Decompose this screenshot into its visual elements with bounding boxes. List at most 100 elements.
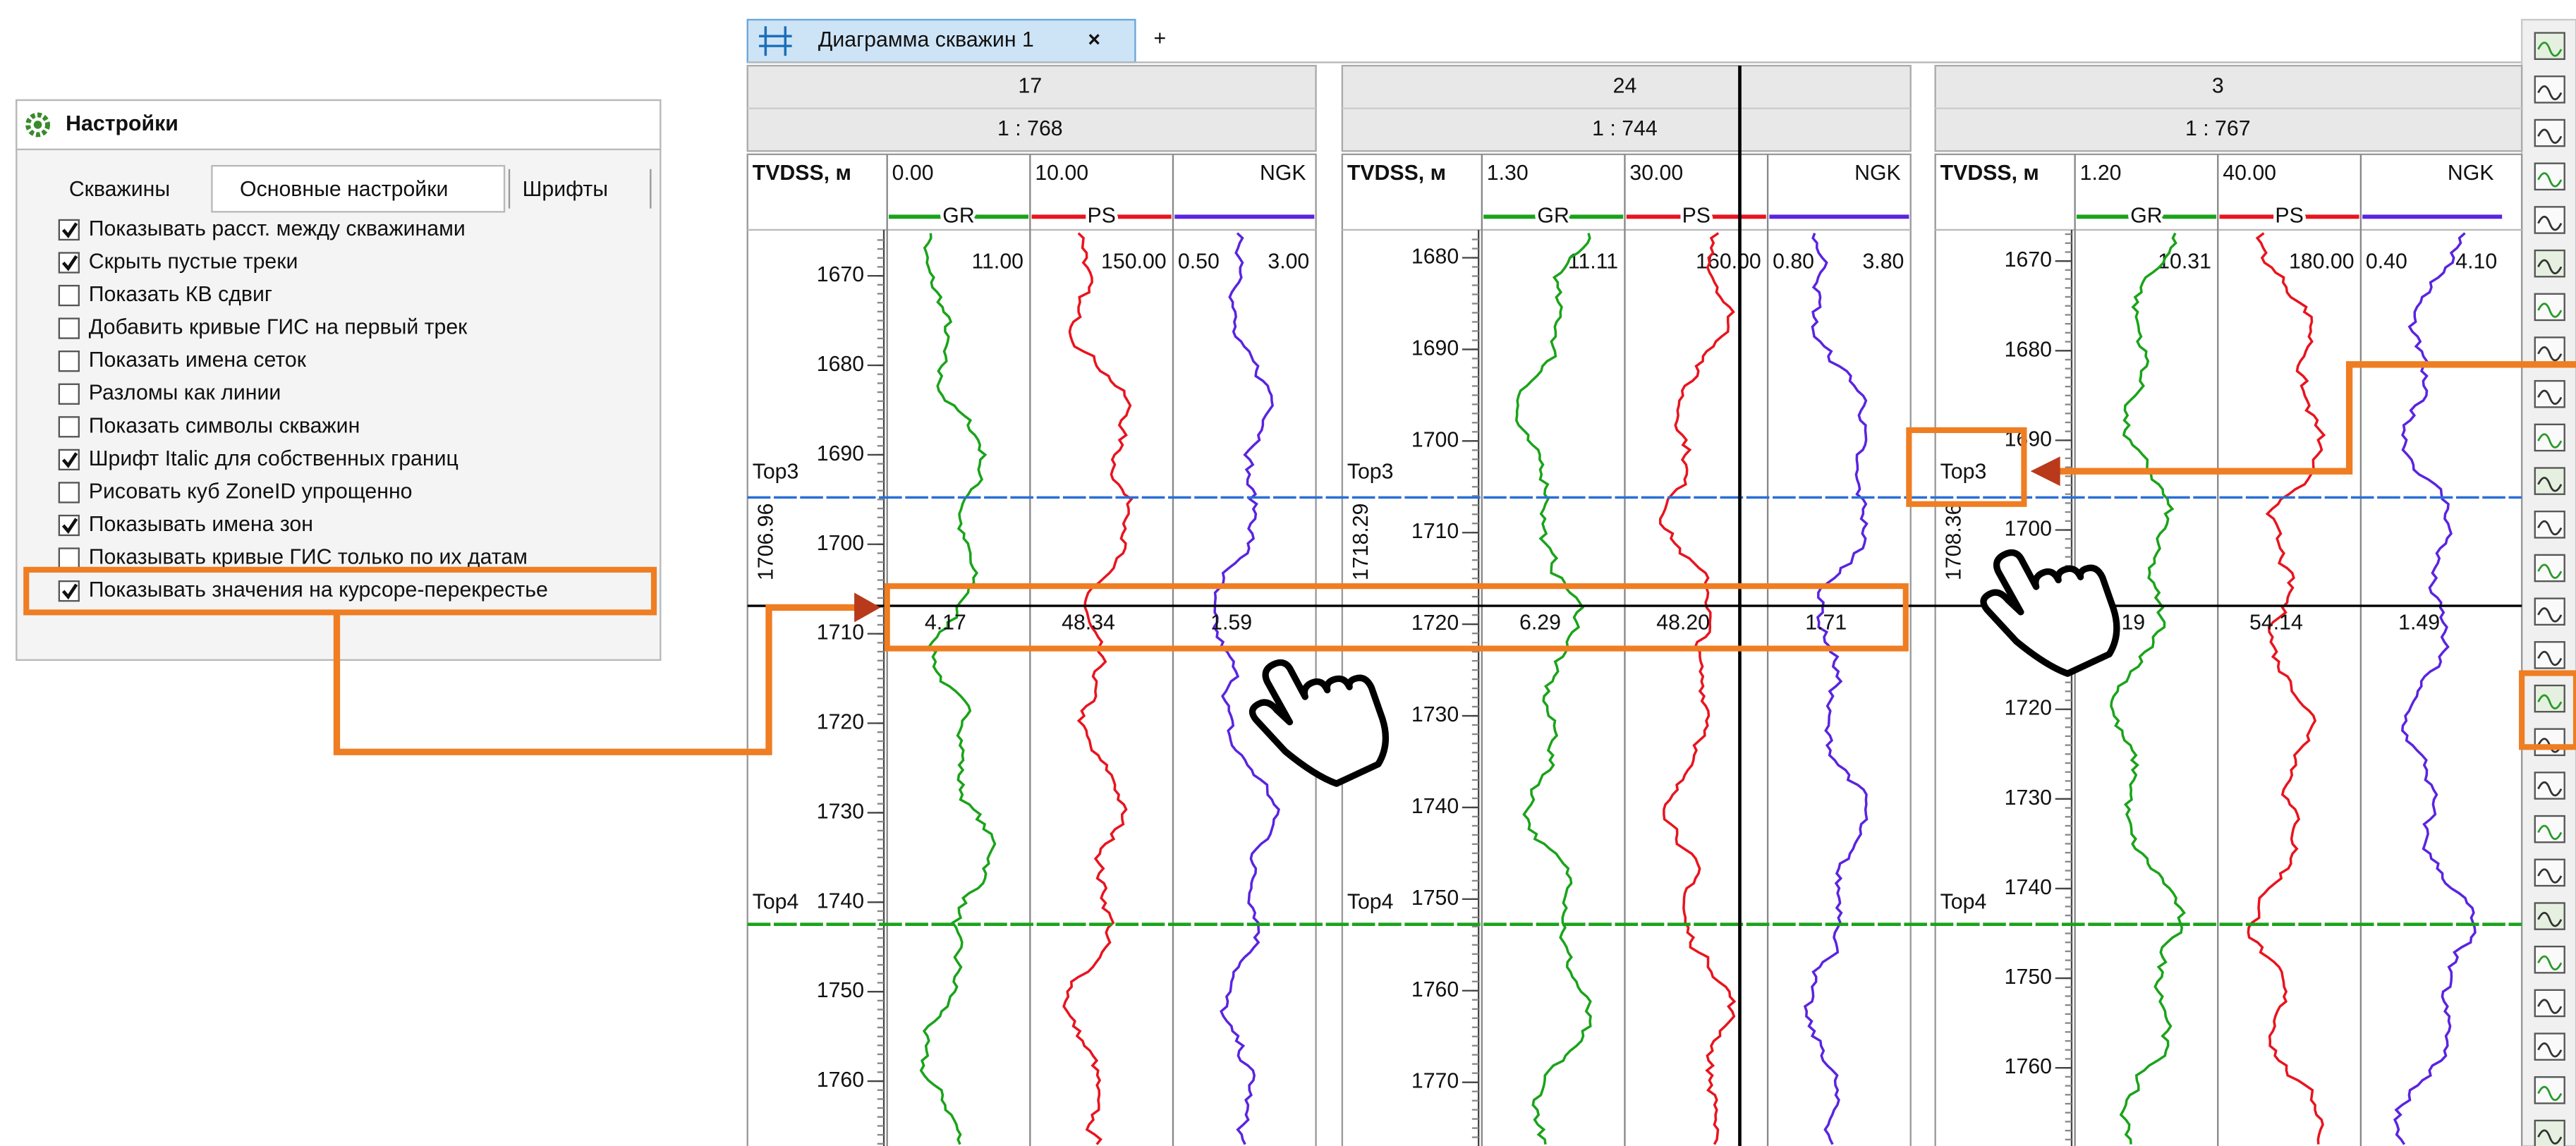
top4-label: Top4 [1347, 890, 1394, 913]
top3-label: Top3 [753, 460, 799, 483]
depth-header: TVDSS, м [1347, 161, 1446, 185]
depth-label: 1690 [1411, 336, 1459, 360]
depth-label: 1680 [2005, 338, 2052, 361]
option-label[interactable]: Показать КВ сдвиг [89, 283, 272, 306]
tab-title[interactable]: Диаграмма скважин 1 [818, 28, 1034, 51]
depth-label: 1750 [817, 979, 864, 1002]
settings-tab[interactable]: Основные настройки [240, 178, 448, 201]
side-depth-label: 1706.96 [755, 504, 778, 580]
curve-name: PS [2275, 204, 2303, 227]
tab-add[interactable]: + [1153, 27, 1166, 50]
checkbox[interactable] [59, 319, 79, 339]
tab-close[interactable]: × [1088, 28, 1100, 51]
option-label[interactable]: Показывать расст. между скважинами [89, 217, 466, 240]
curve-name: NGK [1260, 161, 1306, 185]
option-label[interactable]: Рисовать куб ZoneID упрощенно [89, 480, 413, 503]
depth-label: 1690 [817, 442, 864, 465]
top4-label: Top4 [1940, 890, 1987, 913]
depth-label: 1720 [2005, 697, 2052, 720]
depth-label: 1720 [817, 711, 864, 734]
option-label[interactable]: Шрифт Italic для собственных границ [89, 447, 458, 470]
curve-name: PS [1682, 204, 1711, 227]
well-scale: 1 : 768 [997, 117, 1063, 140]
curve-max: 150.00 [1101, 250, 1167, 273]
option-label[interactable]: Показывать значения на курсоре-перекрест… [89, 578, 548, 602]
curve-name: NGK [2448, 161, 2494, 185]
curve-min: 0.50 [1178, 250, 1220, 273]
curve-min: 1.30 [1487, 161, 1529, 185]
page: Настройки Диаграмма скважин 1 × + Скважи… [0, 0, 2576, 1146]
cursor-value: 1.49 [2398, 611, 2440, 635]
top3-label: Top3 [1940, 460, 1987, 483]
depth-label: 1680 [817, 353, 864, 376]
cursor-value: 1.71 [1805, 611, 1847, 635]
screenshot: Настройки Диаграмма скважин 1 × + Скважи… [0, 0, 2576, 1146]
curve-max: 3.00 [1268, 250, 1309, 273]
settings-tab[interactable]: Шрифты [523, 178, 608, 201]
side-depth-label: 1708.36 [1943, 504, 1966, 580]
well-name: 3 [2212, 74, 2224, 97]
option-label[interactable]: Показать имена сеток [89, 348, 307, 372]
curve-min: 0.40 [2366, 250, 2407, 273]
depth-label: 1740 [1411, 795, 1459, 818]
curve-min: 10.00 [1035, 161, 1088, 185]
well-name: 24 [1613, 74, 1637, 97]
curve-max: 11.00 [972, 250, 1024, 273]
curve-name: GR [1537, 204, 1569, 227]
checkbox[interactable] [59, 417, 79, 437]
depth-header: TVDSS, м [1940, 161, 2039, 185]
depth-label: 1670 [2005, 248, 2052, 272]
top4-label: Top4 [753, 890, 799, 913]
curve-min: 0.80 [1773, 250, 1814, 273]
curve-name: GR [942, 204, 974, 227]
depth-label: 1730 [1411, 703, 1459, 726]
curve-min: 40.00 [2223, 161, 2276, 185]
well-scale: 1 : 767 [2185, 117, 2251, 140]
curve-min: 0.00 [892, 161, 934, 185]
well-name: 17 [1018, 74, 1042, 97]
curve-max: 180.00 [2289, 250, 2355, 273]
checkbox[interactable] [59, 351, 79, 371]
curve-name: PS [1087, 204, 1115, 227]
option-label[interactable]: Разломы как линии [89, 382, 281, 405]
option-label[interactable]: Скрыть пустые треки [89, 250, 298, 273]
settings-title: Настройки [66, 112, 178, 135]
curve-min: 1.20 [2080, 161, 2122, 185]
checkbox[interactable] [59, 549, 79, 568]
depth-label: 1760 [817, 1068, 864, 1092]
depth-label: 1710 [1411, 520, 1459, 543]
depth-label: 1680 [1411, 245, 1459, 269]
checkbox[interactable] [59, 286, 79, 305]
depth-label: 1700 [1411, 428, 1459, 451]
depth-label: 1730 [2005, 786, 2052, 810]
depth-label: 1760 [1411, 978, 1459, 1001]
depth-label: 1770 [1411, 1070, 1459, 1093]
option-label[interactable]: Показать символы скважин [89, 414, 360, 437]
top3-label: Top3 [1347, 460, 1394, 483]
cursor-value: 19 [2121, 611, 2145, 635]
cursor-value: 54.14 [2249, 611, 2303, 635]
option-label[interactable]: Добавить кривые ГИС на первый трек [89, 316, 468, 339]
depth-header: TVDSS, м [753, 161, 851, 185]
checkbox[interactable] [59, 482, 79, 502]
depth-label: 1740 [2005, 876, 2052, 899]
cursor-value: 1.59 [1210, 611, 1252, 635]
cursor-value: 6.29 [1519, 611, 1561, 635]
option-label[interactable]: Показывать кривые ГИС только по их датам [89, 546, 528, 569]
option-label[interactable]: Показывать имена зон [89, 513, 313, 536]
depth-label: 1740 [817, 889, 864, 913]
depth-label: 1700 [2005, 518, 2052, 541]
depth-label: 1730 [817, 800, 864, 823]
depth-label: 1670 [817, 263, 864, 286]
depth-label: 1710 [817, 621, 864, 645]
cursor-value: 48.34 [1062, 611, 1115, 635]
settings-tab[interactable]: Скважины [69, 178, 170, 201]
curve-name: NGK [1854, 161, 1901, 185]
curve-max: 4.10 [2455, 250, 2497, 273]
checkbox[interactable] [59, 384, 79, 404]
curve-min: 30.00 [1629, 161, 1683, 185]
depth-label: 1750 [1411, 886, 1459, 910]
depth-label: 1700 [817, 532, 864, 555]
cursor-value: 48.20 [1656, 611, 1710, 635]
curve-max: 3.80 [1862, 250, 1904, 273]
